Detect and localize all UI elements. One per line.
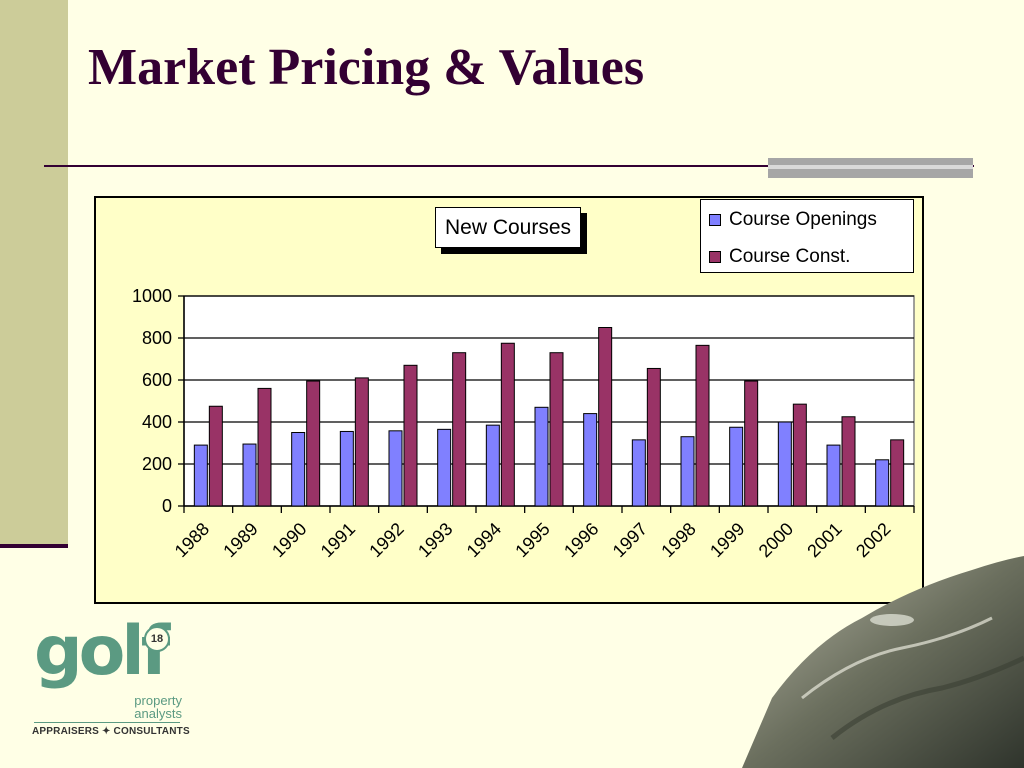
bar-course-const — [257, 387, 272, 507]
chart-legend: Course Openings Course Const. — [700, 199, 914, 273]
y-tick-label: 200 — [142, 454, 172, 474]
bar-course-const — [500, 342, 515, 507]
bar-course-const — [403, 364, 418, 507]
bar-course-openings — [291, 432, 306, 507]
title-accent-highlight — [768, 165, 973, 169]
logo-subtitle: property analysts — [98, 694, 182, 720]
bar-course-const — [208, 405, 223, 507]
plot-area — [183, 295, 915, 507]
bar-course-const — [549, 352, 564, 507]
slide-title: Market Pricing & Values — [88, 39, 645, 96]
bar-course-openings — [680, 436, 695, 507]
bar-course-openings — [339, 430, 354, 507]
x-tick-label: 1991 — [317, 519, 359, 561]
aerial-coastline-image — [742, 556, 1024, 768]
legend-swatch-construction — [709, 251, 721, 263]
y-tick-label: 0 — [162, 496, 172, 516]
left-decorative-band — [0, 0, 68, 548]
bar-course-const — [695, 344, 710, 507]
x-tick-label: 1988 — [171, 519, 213, 561]
logo-subtitle-line2: analysts — [134, 706, 182, 721]
logo-wordmark: golf — [34, 612, 170, 691]
bar-course-const — [890, 439, 905, 507]
legend-item-openings: Course Openings — [709, 208, 877, 232]
x-tick-label: 1990 — [268, 519, 310, 561]
x-tick-label: 1996 — [560, 519, 602, 561]
bar-course-openings — [242, 443, 257, 507]
x-tick-label: 1989 — [219, 519, 261, 561]
left-rule — [0, 544, 68, 548]
y-tick-label: 400 — [142, 412, 172, 432]
bar-course-openings — [388, 430, 403, 507]
bar-course-const — [744, 380, 759, 507]
bar-course-openings — [777, 421, 792, 507]
x-tick-label: 1992 — [365, 519, 407, 561]
bar-course-const — [306, 380, 321, 507]
bar-course-const — [646, 367, 661, 507]
bar-course-openings — [485, 424, 500, 507]
bar-course-openings — [875, 459, 890, 507]
y-tick-label: 1000 — [132, 286, 172, 306]
golf-property-analysts-logo: golf 18 property analysts APPRAISERS ✦ C… — [28, 612, 190, 740]
bar-course-const — [354, 377, 369, 507]
logo-badge-18: 18 — [144, 626, 170, 652]
legend-label-construction: Course Const. — [729, 246, 851, 267]
legend-item-construction: Course Const. — [709, 245, 850, 269]
bar-course-const — [598, 327, 613, 507]
chart-title: New Courses — [435, 207, 581, 248]
x-tick-label: 1995 — [511, 519, 553, 561]
bar-course-openings — [583, 413, 598, 507]
x-tick-label: 1993 — [414, 519, 456, 561]
bar-course-const — [452, 352, 467, 507]
y-tick-label: 600 — [142, 370, 172, 390]
bar-course-openings — [631, 439, 646, 507]
bar-course-openings — [729, 426, 744, 507]
x-tick-label: 1998 — [657, 519, 699, 561]
legend-label-openings: Course Openings — [729, 209, 877, 230]
title-underline — [44, 165, 974, 167]
logo-tagline: APPRAISERS ✦ CONSULTANTS — [32, 726, 190, 737]
logo-rule — [34, 722, 180, 723]
bar-course-openings — [437, 428, 452, 507]
y-tick-label: 800 — [142, 328, 172, 348]
x-tick-label: 1994 — [463, 519, 505, 561]
logo-subtitle-line1: property — [134, 693, 182, 708]
bar-course-openings — [193, 444, 208, 507]
legend-swatch-openings — [709, 214, 721, 226]
bar-course-openings — [534, 406, 549, 507]
bar-course-openings — [826, 444, 841, 507]
bar-course-const — [841, 416, 856, 507]
bar-course-const — [792, 403, 807, 507]
x-tick-label: 1997 — [609, 519, 651, 561]
